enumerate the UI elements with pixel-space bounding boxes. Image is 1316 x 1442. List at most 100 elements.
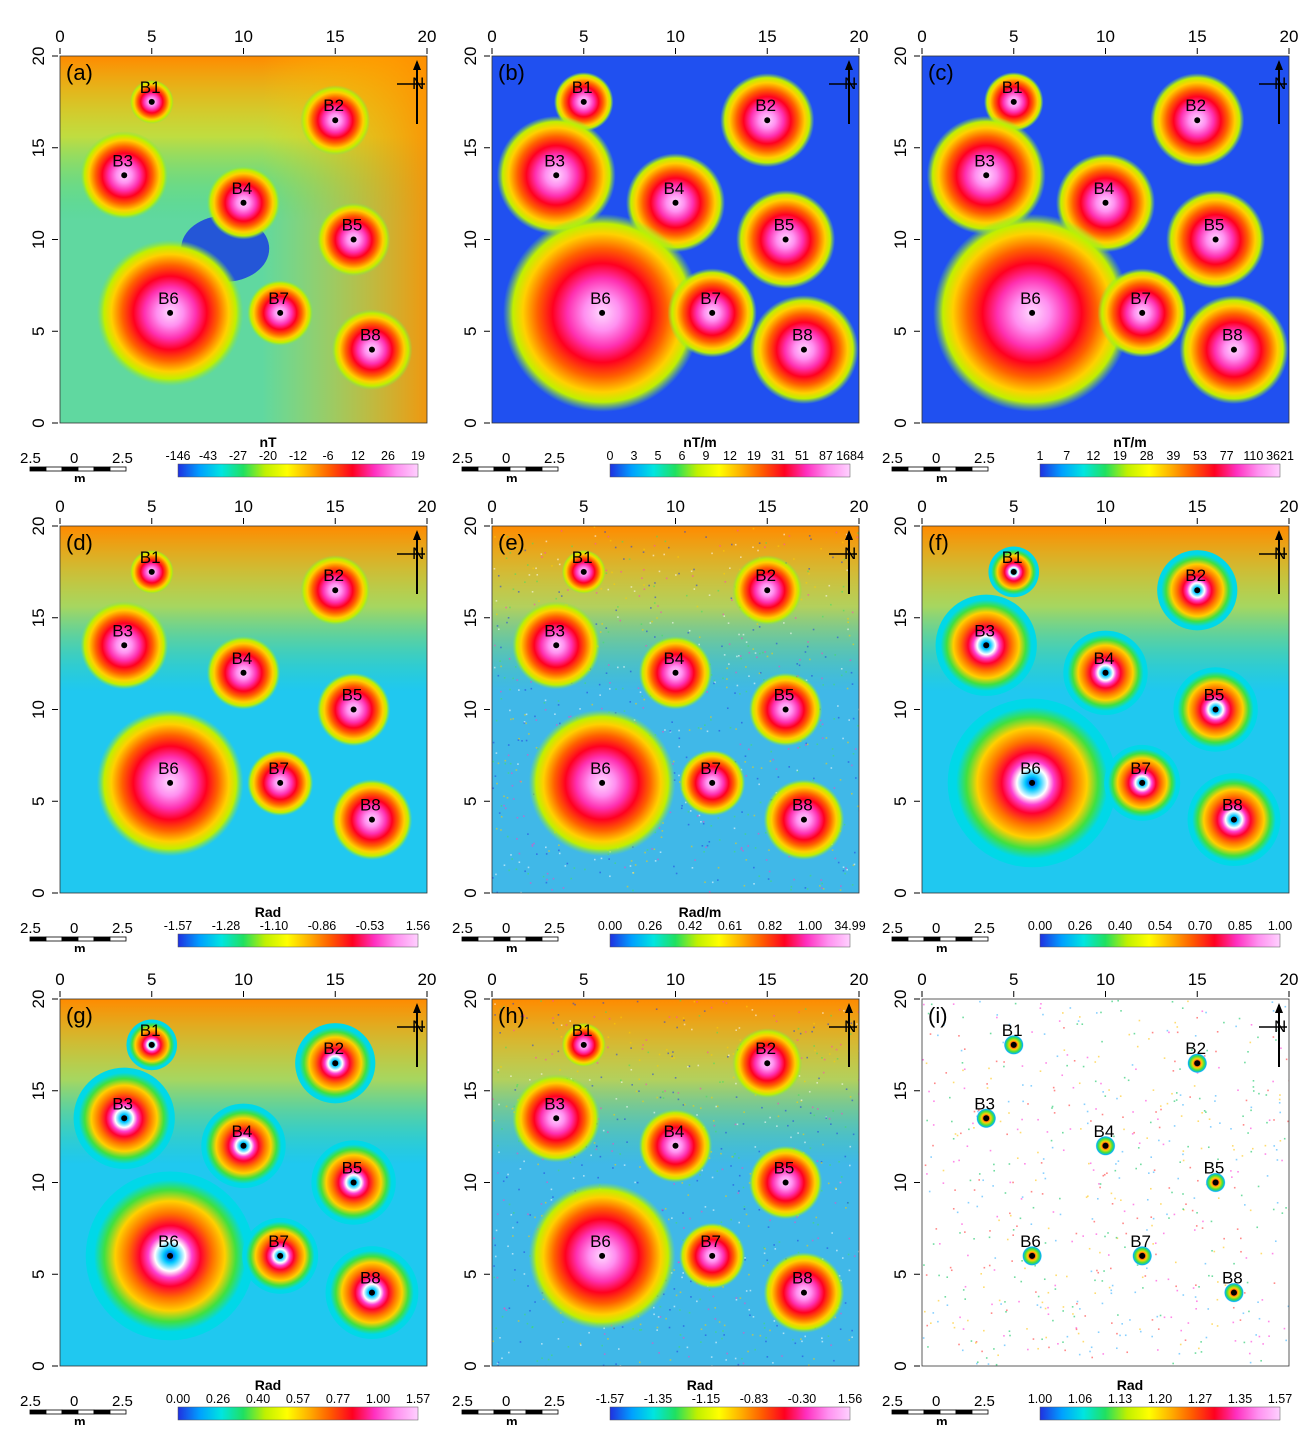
svg-text:m: m	[74, 941, 86, 952]
body-label: B1	[140, 1021, 161, 1040]
panel-c: B1 B2 B3 B4 B5 B6 B7 B8 0 0 5 5 10 10 15 15 20 20 (c) N 2.5 0…	[880, 12, 1310, 482]
body-center-b5	[350, 706, 357, 713]
svg-text:N: N	[844, 544, 856, 563]
panel-label: (f)	[928, 530, 949, 555]
body-label: B7	[268, 759, 289, 778]
x-tick-label: 20	[418, 970, 437, 989]
y-tick-label: 15	[29, 138, 48, 157]
body-label: B1	[1002, 548, 1023, 567]
body-center-b7	[277, 1252, 284, 1259]
colorbar-tick-label: 87	[819, 449, 833, 463]
x-tick-label: 20	[418, 27, 437, 46]
x-tick-label: 0	[487, 497, 496, 516]
body-center-b6	[599, 309, 606, 316]
north-arrow-icon: N	[829, 1003, 857, 1067]
body-label: B4	[232, 1122, 253, 1141]
body-center-b3	[553, 1115, 560, 1122]
body-label: B8	[792, 796, 813, 815]
scale-bar: 2.5 0 2.5 m	[882, 1393, 995, 1425]
body-label: B5	[342, 686, 363, 705]
colorbar-tick-label: -43	[199, 449, 217, 463]
panel-a: B1 B2 B3 B4 B5 B6 B7 B8 0 0 5 5 10 10 15 15 20 20 (a) N 2.5 0…	[18, 12, 448, 482]
body-center-b2	[1194, 117, 1201, 124]
body-label: B3	[112, 1094, 133, 1113]
body-center-b3	[121, 1115, 128, 1122]
body-label: B1	[140, 548, 161, 567]
body-center-b7	[1139, 779, 1146, 786]
colorbar-tick-label: 0.85	[1228, 919, 1252, 933]
body-center-b8	[368, 816, 375, 823]
svg-text:2.5: 2.5	[452, 1393, 473, 1410]
body-center-b1	[148, 568, 155, 575]
svg-text:N: N	[1274, 74, 1286, 93]
colorbar-tick-label: 0.00	[598, 919, 622, 933]
y-tick-label: 0	[891, 1361, 910, 1370]
y-tick-label: 20	[461, 517, 480, 536]
colorbar-tick-label: 0.82	[758, 919, 782, 933]
body-label: B6	[590, 759, 611, 778]
colorbar-tick-label: 34.99	[834, 919, 865, 933]
body-label: B5	[342, 1159, 363, 1178]
svg-text:2.5: 2.5	[112, 450, 133, 467]
colorbar-tick-label: -1.28	[212, 919, 241, 933]
map-frame	[921, 55, 1290, 424]
x-tick-label: 5	[579, 970, 588, 989]
colorbar-tick-label: -27	[229, 449, 247, 463]
body-center-b3	[121, 172, 128, 179]
panel-label: (b)	[498, 60, 525, 85]
body-center-b4	[240, 669, 247, 676]
body-center-b7	[709, 309, 716, 316]
x-tick-label: 15	[326, 970, 345, 989]
body-center-b3	[121, 642, 128, 649]
body-label: B3	[544, 151, 565, 170]
colorbar-tick-label: 0.00	[166, 1392, 190, 1406]
body-label: B6	[590, 289, 611, 308]
body-label: B6	[1020, 289, 1041, 308]
panel-h-svg: B1 B2 B3 B4 B5 B6 B7 B8 0 0 5 5 10 10 15 15 20 20 (h) N 2.5 0…	[452, 970, 868, 1425]
y-tick-label: 20	[461, 47, 480, 66]
x-tick-label: 20	[1280, 970, 1299, 989]
body-label: B7	[700, 289, 721, 308]
body-markers: B1 B2 B3 B4 B5 B6 B7 B8	[112, 1021, 381, 1296]
body-label: B8	[360, 796, 381, 815]
colorbar-unit: nT/m	[683, 434, 716, 450]
colorbar-unit: Rad	[255, 1377, 281, 1393]
scale-bar: 2.5 0 2.5 m	[20, 920, 133, 952]
colorbar-tick-label: 1.00	[366, 1392, 390, 1406]
body-label: B2	[1185, 1039, 1206, 1058]
map-frame	[59, 55, 428, 424]
body-center-b8	[368, 1289, 375, 1296]
body-center-b3	[983, 172, 990, 179]
svg-text:0: 0	[932, 450, 940, 467]
body-center-b7	[1139, 1252, 1146, 1259]
x-tick-label: 15	[1188, 970, 1207, 989]
scale-bar: 2.5 0 2.5 m	[20, 1393, 133, 1425]
body-label: B2	[755, 96, 776, 115]
colorbar: 1.00 1.06 1.13 1.20 1.27 1.35 1.57 Rad	[1028, 1377, 1292, 1421]
y-tick-label: 15	[461, 1081, 480, 1100]
colorbar-tick-label: 12	[351, 449, 365, 463]
svg-text:m: m	[506, 471, 518, 482]
y-tick-label: 15	[29, 1081, 48, 1100]
y-tick-label: 15	[461, 138, 480, 157]
y-tick-label: 5	[461, 797, 480, 806]
panel-c-svg: B1 B2 B3 B4 B5 B6 B7 B8 0 0 5 5 10 10 15 15 20 20 (c) N 2.5 0…	[882, 27, 1298, 482]
svg-text:2.5: 2.5	[544, 450, 565, 467]
body-label: B4	[1094, 649, 1115, 668]
body-label: B3	[974, 151, 995, 170]
y-tick-label: 0	[891, 888, 910, 897]
body-center-b3	[553, 642, 560, 649]
colorbar-tick-label: 1.20	[1148, 1392, 1172, 1406]
y-tick-label: 15	[891, 1081, 910, 1100]
y-tick-label: 15	[29, 608, 48, 627]
body-markers: B1 B2 B3 B4 B5 B6 B7 B8	[112, 548, 381, 823]
panel-i-svg: B1 B2 B3 B4 B5 B6 B7 B8 0 0 5 5 10 10 15 15 20 20 (i) N 2.5 0…	[882, 970, 1299, 1425]
svg-text:0: 0	[502, 450, 510, 467]
body-label: B7	[700, 1232, 721, 1251]
panel-b: B1 B2 B3 B4 B5 B6 B7 B8 0 0 5 5 10 10 15 15 20 20 (b) N 2.5 0…	[450, 12, 880, 482]
body-center-b8	[1230, 1289, 1237, 1296]
colorbar-tick-label: -0.86	[308, 919, 337, 933]
colorbar-tick-label: -146	[165, 449, 190, 463]
svg-text:2.5: 2.5	[452, 920, 473, 937]
colorbar-tick-label: -1.35	[644, 1392, 673, 1406]
